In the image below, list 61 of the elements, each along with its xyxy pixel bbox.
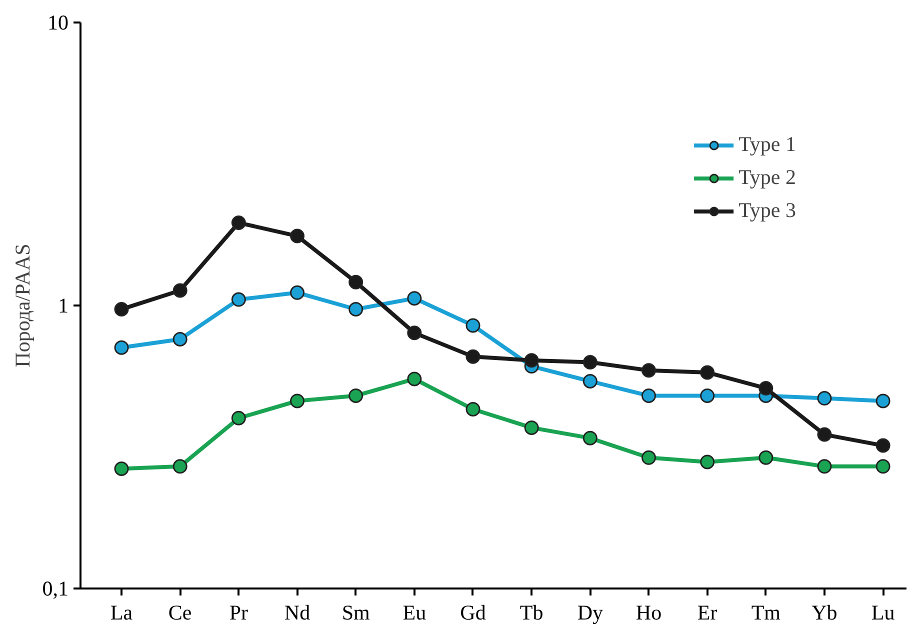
x-tick-label: Er xyxy=(697,600,718,624)
legend-label: Type 1 xyxy=(738,132,796,157)
point xyxy=(231,292,246,307)
point xyxy=(466,402,480,416)
x-tick-label: Ce xyxy=(168,600,192,624)
x-tick-label: Lu xyxy=(871,600,896,624)
point xyxy=(114,461,129,476)
point xyxy=(641,388,656,403)
point xyxy=(758,381,774,396)
x-tick-label: La xyxy=(110,600,134,624)
point xyxy=(290,228,304,244)
point xyxy=(407,291,422,306)
point xyxy=(876,438,890,453)
point xyxy=(114,340,129,355)
x-tick-label: Tm xyxy=(751,600,780,624)
point xyxy=(466,349,480,364)
point xyxy=(700,388,715,403)
legend-label: Type 2 xyxy=(738,165,796,190)
y-tick-label: 10 xyxy=(48,10,68,34)
x-tick-label: Dy xyxy=(577,600,604,624)
point xyxy=(172,459,188,474)
point xyxy=(817,459,832,474)
x-tick-label: Tb xyxy=(520,600,544,624)
point xyxy=(641,363,656,378)
x-tick-label: Gd xyxy=(460,600,486,624)
point xyxy=(817,391,832,406)
x-tick-label: Sm xyxy=(342,600,370,624)
x-tick-label: Pr xyxy=(229,600,248,624)
point xyxy=(758,450,774,465)
point xyxy=(524,420,539,435)
point xyxy=(348,388,364,403)
point xyxy=(348,274,364,290)
point xyxy=(348,302,364,316)
point xyxy=(172,283,188,298)
point xyxy=(231,216,246,230)
y-tick-label: 0,1 xyxy=(42,576,68,600)
point xyxy=(114,302,129,316)
x-tick-label: Ho xyxy=(636,600,662,624)
x-tick-label: Yb xyxy=(812,600,838,624)
point xyxy=(407,326,422,340)
point xyxy=(172,332,188,346)
x-tick-label: Eu xyxy=(402,600,427,624)
point xyxy=(876,459,890,474)
point xyxy=(524,353,539,368)
point xyxy=(582,430,598,446)
x-tick-label: Nd xyxy=(284,600,311,624)
y-axis-title: Порода/PAAS xyxy=(10,244,34,368)
point xyxy=(876,394,890,408)
point xyxy=(407,372,422,386)
point xyxy=(466,318,480,333)
point xyxy=(582,355,598,370)
point xyxy=(700,365,715,380)
point xyxy=(290,394,304,408)
point xyxy=(641,450,656,465)
point xyxy=(817,427,832,442)
y-tick-label: 1 xyxy=(58,294,68,318)
point xyxy=(582,374,598,388)
point xyxy=(231,410,246,426)
point xyxy=(700,454,715,470)
legend-label: Type 3 xyxy=(738,198,796,223)
point xyxy=(290,285,304,300)
